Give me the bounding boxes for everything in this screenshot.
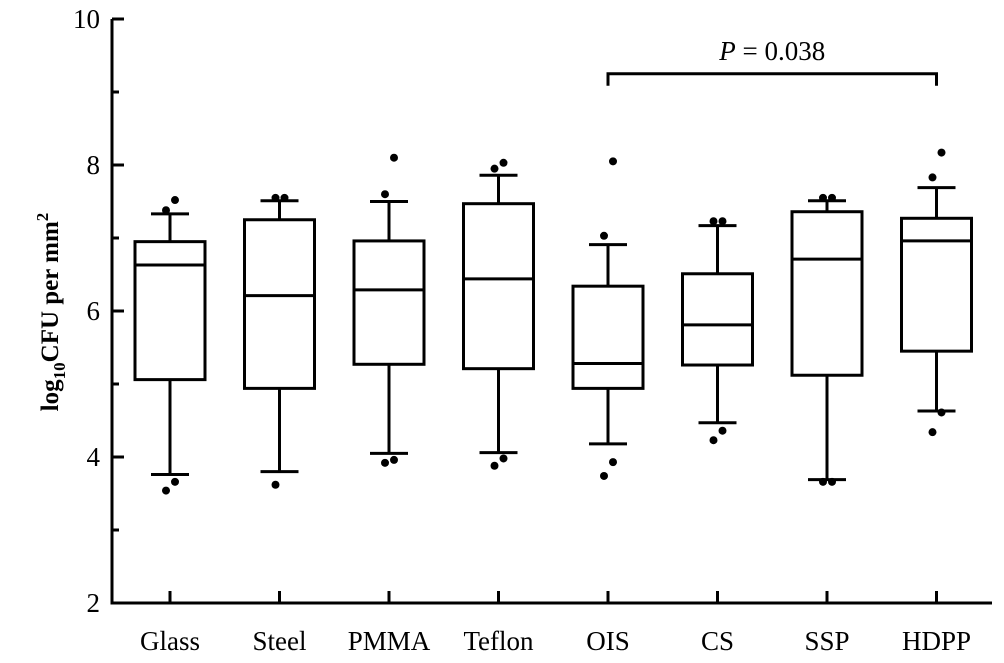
outlier-point — [600, 471, 608, 480]
box-steel — [243, 193, 316, 489]
outlier-point — [718, 426, 727, 435]
x-tick-label: Steel — [253, 626, 307, 656]
y-tick-label: 6 — [87, 296, 101, 326]
outlier-point — [718, 217, 727, 226]
outlier-point — [162, 486, 170, 495]
outlier-point — [499, 158, 508, 167]
outlier-point — [499, 454, 508, 463]
iqr-box — [790, 210, 864, 377]
y-axis-title: log10CFU per mm2 — [33, 213, 69, 412]
outlier-point — [937, 148, 946, 157]
box-ssp — [790, 193, 864, 486]
p-value-symbol: P — [718, 36, 736, 66]
y-tick-label: 8 — [87, 150, 101, 180]
iqr-box — [462, 202, 535, 371]
outlier-point — [390, 455, 398, 464]
box-glass — [133, 196, 207, 495]
outlier-point — [271, 193, 280, 202]
outlier-point — [937, 408, 946, 417]
boxes — [133, 148, 973, 495]
y-tick-label: 2 — [87, 588, 101, 618]
p-value-number: = 0.038 — [736, 36, 825, 66]
y-axis-title-main: CFU per mm — [37, 221, 64, 362]
outlier-point — [819, 477, 827, 486]
y-axis-title-base: log — [37, 379, 64, 411]
outlier-point — [162, 206, 170, 215]
outlier-point — [928, 428, 937, 437]
outlier-point — [280, 193, 289, 202]
outlier-point — [819, 193, 827, 202]
x-tick-label: OIS — [586, 626, 630, 656]
iqr-box — [243, 218, 316, 390]
iqr-box — [900, 216, 973, 353]
outlier-point — [381, 190, 389, 199]
outlier-point — [609, 157, 617, 166]
outlier-point — [390, 153, 398, 162]
outlier-point — [381, 458, 389, 467]
box-ois — [571, 157, 645, 480]
outlier-point — [709, 436, 718, 445]
iqr-box — [133, 240, 207, 382]
outlier-point — [171, 477, 179, 486]
box-hdpp — [900, 148, 973, 437]
outlier-point — [609, 458, 617, 467]
outlier-point — [709, 217, 718, 226]
x-tick-label: CS — [701, 626, 734, 656]
iqr-box — [681, 272, 754, 367]
p-value-label: P = 0.038 — [718, 36, 825, 66]
outlier-point — [828, 477, 836, 486]
outlier-point — [490, 164, 499, 173]
y-tick-label: 10 — [73, 4, 100, 34]
significance-bracket — [606, 72, 938, 86]
y-tick-label: 4 — [87, 442, 101, 472]
outlier-point — [928, 173, 937, 182]
x-tick-label: HDPP — [902, 626, 971, 656]
outlier-point — [271, 480, 280, 489]
annotations: P = 0.038 — [606, 36, 938, 86]
x-tick-label: Glass — [140, 626, 200, 656]
iqr-box — [352, 239, 426, 366]
outlier-point — [171, 196, 179, 205]
x-tick-labels: Glass Steel PMMA Teflon OIS CS SSP HDPP — [140, 591, 971, 656]
x-tick-label: Teflon — [463, 626, 534, 656]
outlier-point — [490, 461, 499, 470]
y-axis-label: log10CFU per mm2 — [33, 213, 69, 412]
x-tick-label: PMMA — [348, 626, 431, 656]
outlier-point — [600, 231, 608, 240]
box-teflon — [462, 158, 535, 470]
box-pmma — [352, 153, 426, 467]
iqr-box — [571, 284, 645, 390]
y-axis-title-superscript: 2 — [33, 213, 52, 222]
y-axis-title-subscript: 10 — [50, 362, 69, 379]
box-cs — [681, 217, 754, 445]
x-tick-label: SSP — [804, 626, 849, 656]
outlier-point — [828, 193, 836, 202]
y-ticks: 2 4 6 8 10 — [73, 4, 124, 618]
